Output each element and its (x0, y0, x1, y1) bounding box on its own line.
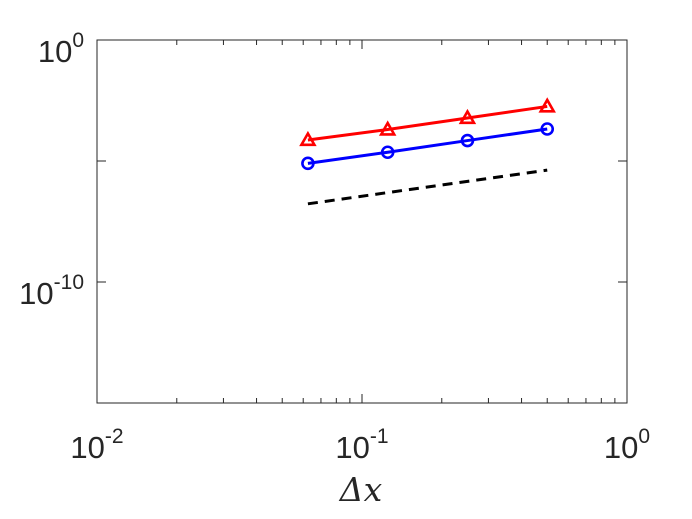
triangle-marker (458, 108, 477, 125)
x-axis-label: Δx (338, 470, 383, 509)
tick-base: 10 (335, 430, 369, 465)
triangle-marker (538, 97, 556, 113)
series-line-0 (307, 104, 548, 142)
tick-exponent: -10 (54, 271, 84, 294)
triangle-marker (378, 120, 397, 136)
x-tick-label: 10-2 (70, 425, 123, 465)
x-tick-label: 10-1 (335, 425, 388, 465)
series-line-1 (307, 127, 548, 165)
tick-exponent: -1 (370, 425, 389, 448)
triangle-marker (299, 130, 317, 147)
tick-exponent: -2 (105, 425, 124, 448)
plot-series (299, 97, 556, 206)
tick-base: 10 (38, 34, 72, 69)
circle-marker (380, 145, 395, 160)
series-line-2 (307, 168, 548, 206)
tick-base: 10 (19, 276, 53, 311)
plot-box (96, 39, 628, 404)
y-tick-label: 10-10 (19, 271, 84, 311)
tick-exponent: 0 (72, 29, 84, 52)
circle-marker (301, 156, 315, 171)
circle-marker (540, 122, 555, 136)
y-tick-label: 100 (38, 29, 84, 69)
circle-marker (460, 133, 475, 148)
axes-frame (96, 39, 628, 404)
x-tick-label: 100 (604, 425, 650, 465)
tick-base: 10 (604, 430, 638, 465)
tick-exponent: 0 (638, 425, 650, 448)
tick-base: 10 (70, 430, 104, 465)
